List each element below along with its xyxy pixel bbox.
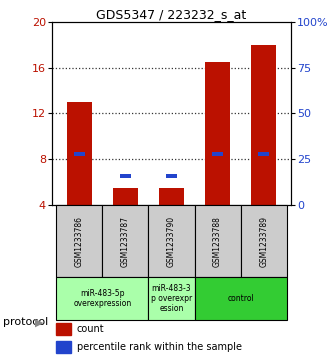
Bar: [205, 62, 230, 205]
Bar: [251, 45, 276, 205]
Bar: [120, 175, 131, 179]
Bar: [212, 152, 223, 156]
Bar: [56, 341, 71, 353]
Text: ▶: ▶: [35, 317, 44, 327]
Bar: [102, 205, 149, 277]
Bar: [56, 323, 71, 335]
Text: protocol: protocol: [3, 317, 49, 327]
Bar: [56, 277, 149, 320]
Text: miR-483-3
p overexpr
ession: miR-483-3 p overexpr ession: [151, 284, 192, 313]
Bar: [56, 205, 102, 277]
Bar: [113, 188, 138, 205]
Text: GSM1233788: GSM1233788: [213, 216, 222, 266]
Bar: [258, 152, 269, 156]
Bar: [166, 175, 177, 179]
Title: GDS5347 / 223232_s_at: GDS5347 / 223232_s_at: [96, 8, 247, 21]
Text: percentile rank within the sample: percentile rank within the sample: [77, 342, 242, 352]
Bar: [194, 277, 287, 320]
Bar: [74, 152, 85, 156]
Bar: [241, 205, 287, 277]
Text: control: control: [227, 294, 254, 303]
Text: GSM1233787: GSM1233787: [121, 216, 130, 267]
Text: GSM1233789: GSM1233789: [259, 216, 268, 267]
Bar: [194, 205, 241, 277]
Text: miR-483-5p
overexpression: miR-483-5p overexpression: [73, 289, 132, 308]
Bar: [67, 102, 92, 205]
Text: count: count: [77, 324, 105, 334]
Bar: [149, 205, 194, 277]
Text: GSM1233786: GSM1233786: [75, 216, 84, 267]
Text: GSM1233790: GSM1233790: [167, 216, 176, 267]
Bar: [149, 277, 194, 320]
Bar: [159, 188, 184, 205]
